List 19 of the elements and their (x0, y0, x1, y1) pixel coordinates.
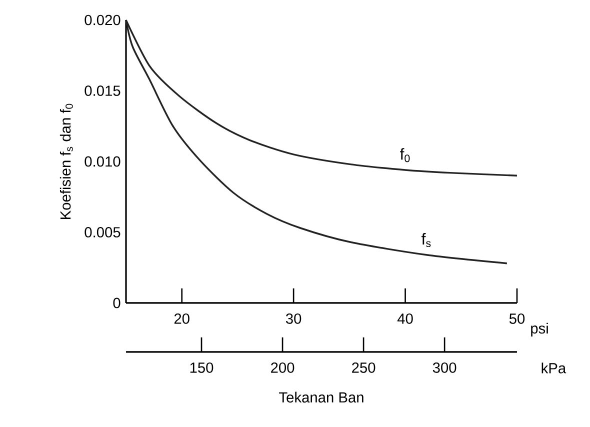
x-axis-title: psi (531, 322, 548, 336)
y-tick-label: 0 (113, 298, 120, 308)
x2-tick-label: 200 (271, 362, 294, 373)
series-label: f$_{s}$ (422, 232, 431, 248)
x2-axis-title: kPa (542, 362, 566, 374)
x-tick-label: 40 (397, 313, 413, 324)
y-tick-label: 0.005 (84, 227, 120, 238)
y-axis-title: Koefisien f$_{s}$ dan f$_{0}$ (60, 104, 73, 219)
y-tick-label: 0.010 (84, 156, 120, 167)
text: Tekanan Ban (279, 392, 364, 403)
series-label: f$_{0}$ (400, 148, 410, 162)
x-tick-label: 30 (286, 313, 302, 324)
x2-tick-label: 150 (190, 362, 214, 373)
x2-tick-label: 250 (352, 362, 376, 373)
x2-tick-label: 300 (432, 362, 456, 373)
y-tick-label: 0.015 (84, 86, 120, 96)
y-tick-label: 0.020 (84, 14, 120, 26)
x-tick-label: 20 (174, 313, 190, 324)
x-tick-label: 50 (509, 313, 525, 324)
